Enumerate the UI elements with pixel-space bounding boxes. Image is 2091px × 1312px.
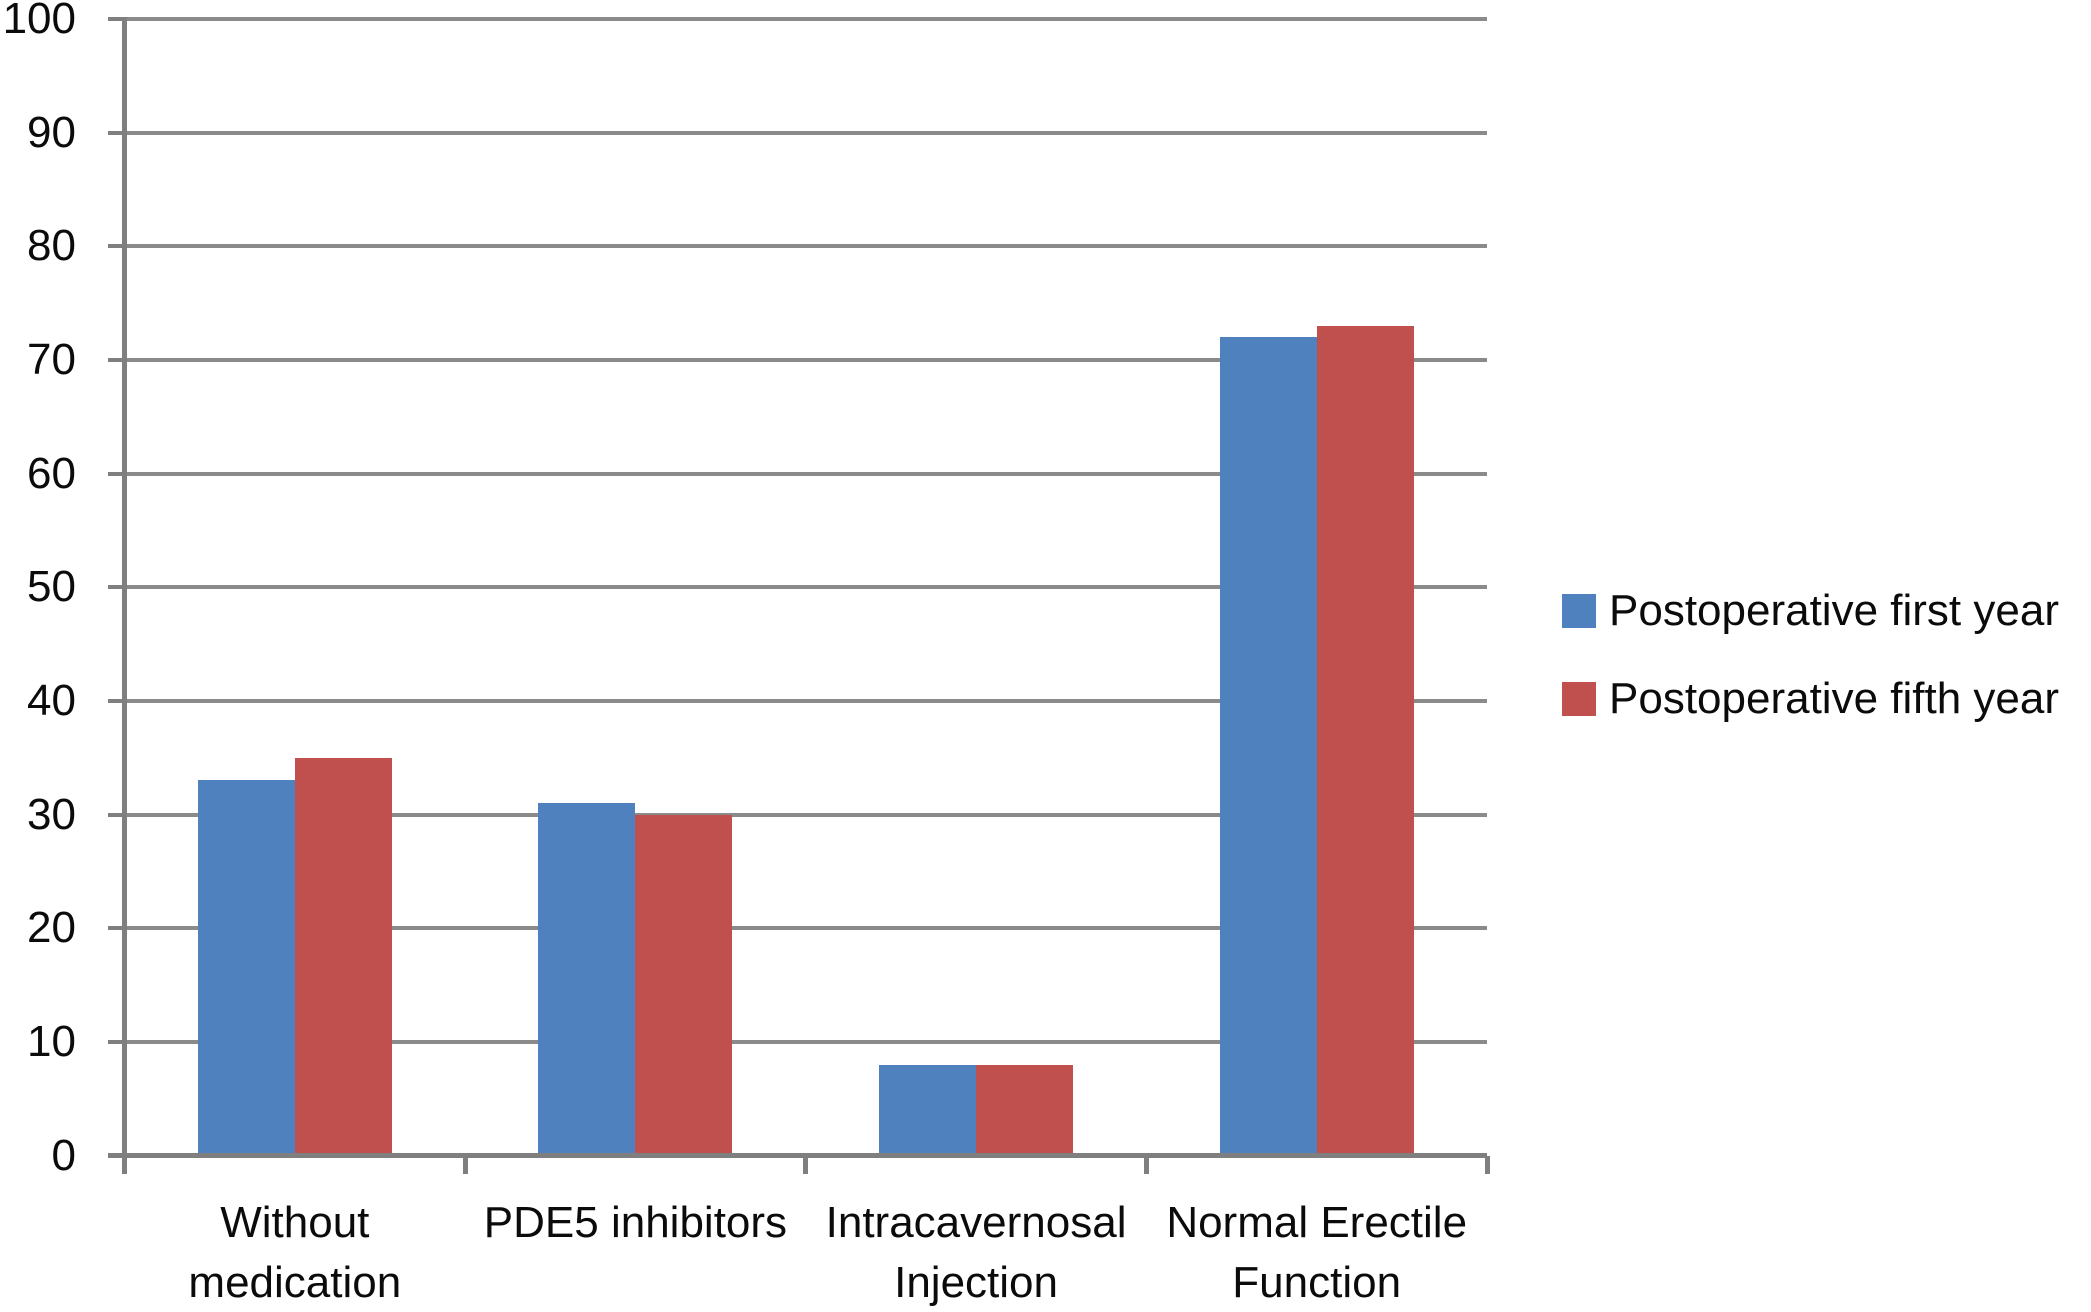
x-category-label-normal-erectile-function: Normal Erectile Function [1057, 1193, 1577, 1312]
y-axis-tick-50 [108, 585, 125, 590]
y-tick-label-0: 0 [51, 1130, 76, 1180]
y-axis-tick-80 [108, 244, 125, 249]
y-axis-tick-100 [108, 17, 125, 21]
y-axis-tick-10 [108, 1039, 125, 1044]
bar-postoperative-fifth-year-without-medication [294, 757, 392, 1156]
gridline-y-80 [124, 244, 1487, 249]
x-category-label-line: Normal Erectile [1166, 1198, 1468, 1247]
x-category-label-line: Intracavernosal [825, 1198, 1127, 1247]
bar-postoperative-fifth-year-intracavernosal-injection [976, 1064, 1074, 1156]
legend-item-fifth-year: Postoperative fifth year [1562, 677, 2059, 721]
x-category-label-line: Function [1232, 1258, 1402, 1307]
x-category-label-pde5-inhibitors: PDE5 inhibitors [375, 1193, 895, 1253]
bar-postoperative-first-year-without-medication [197, 780, 295, 1156]
gridline-y-50 [124, 585, 1487, 590]
gridline-y-90 [124, 130, 1487, 135]
x-axis-tick-0 [122, 1155, 127, 1174]
y-tick-label-20: 20 [27, 903, 76, 953]
y-axis-tick-30 [108, 812, 125, 817]
y-tick-label-60: 60 [27, 448, 76, 498]
gridline-y-100 [124, 17, 1487, 21]
y-tick-label-10: 10 [27, 1016, 76, 1066]
x-axis-tick-3 [1143, 1155, 1149, 1174]
x-category-label-line: PDE5 inhibitors [483, 1198, 788, 1247]
legend-swatch-fifth-year-icon [1562, 682, 1596, 716]
bar-postoperative-first-year-intracavernosal-injection [879, 1064, 977, 1156]
gridline-y-30 [124, 812, 1487, 817]
bar-postoperative-fifth-year-normal-erectile-function [1316, 325, 1414, 1156]
x-category-label-line: Injection [894, 1258, 1058, 1307]
x-axis-tick-1 [462, 1155, 468, 1174]
legend-item-first-year: Postoperative first year [1562, 589, 2059, 633]
y-axis-tick-60 [108, 471, 125, 476]
y-axis-tick-40 [108, 698, 125, 703]
gridline-y-60 [124, 471, 1487, 476]
gridline-y-20 [124, 926, 1487, 931]
bar-postoperative-first-year-pde5-inhibitors [538, 803, 636, 1156]
y-tick-label-70: 70 [27, 334, 76, 384]
gridline-y-40 [124, 698, 1487, 703]
y-axis-tick-90 [108, 130, 125, 135]
x-category-label-line: Without [220, 1198, 370, 1247]
gridline-y-70 [124, 357, 1487, 362]
legend-swatch-first-year-icon [1562, 594, 1596, 628]
x-category-label-intracavernosal-injection: Intracavernosal Injection [716, 1193, 1236, 1312]
x-axis-tick-2 [803, 1155, 809, 1174]
x-category-label-without-medication: Without medication [35, 1193, 555, 1312]
x-axis-tick-4 [1484, 1155, 1490, 1174]
x-category-label-line: medication [188, 1258, 402, 1307]
y-tick-label-90: 90 [27, 107, 76, 157]
legend-label-fifth-year: Postoperative fifth year [1609, 674, 2060, 723]
legend-label-first-year: Postoperative first year [1609, 586, 2059, 635]
y-axis-line [122, 17, 127, 1173]
y-tick-label-100: 100 [2, 0, 76, 43]
y-tick-label-50: 50 [27, 562, 76, 612]
y-axis-tick-70 [108, 357, 125, 362]
bar-postoperative-fifth-year-pde5-inhibitors [635, 814, 733, 1156]
y-axis-tick-20 [108, 926, 125, 931]
y-tick-label-40: 40 [27, 675, 76, 725]
gridline-y-10 [124, 1039, 1487, 1044]
y-tick-label-30: 30 [27, 789, 76, 839]
y-tick-label-80: 80 [27, 221, 76, 271]
x-axis-line [108, 1153, 1487, 1158]
bar-postoperative-first-year-normal-erectile-function [1219, 337, 1317, 1156]
